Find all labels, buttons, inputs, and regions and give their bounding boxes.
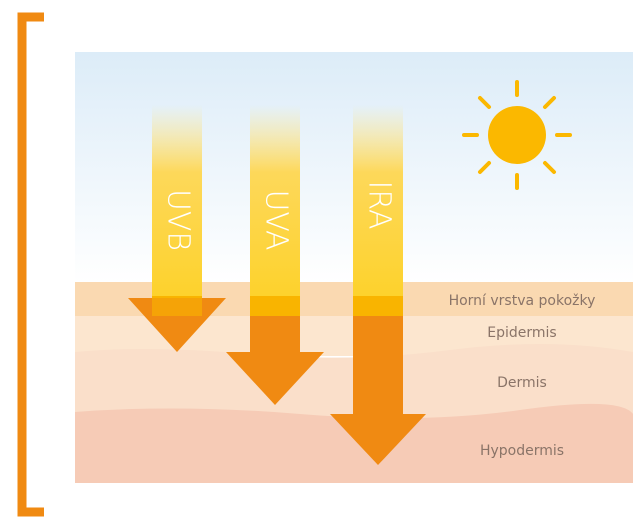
ray-label: IRA bbox=[362, 181, 397, 230]
diagram: UVB UVA IRA Horní vrstva pokožky Epiderm… bbox=[0, 0, 633, 517]
layer-label: Hypodermis bbox=[480, 443, 564, 459]
layer-label: Dermis bbox=[497, 375, 547, 391]
layer-label: Epidermis bbox=[487, 325, 556, 341]
layer-label: Horní vrstva pokožky bbox=[449, 293, 596, 309]
ray-label: UVB bbox=[161, 189, 196, 251]
ray-label: UVA bbox=[259, 189, 294, 250]
page: {"rays": [{"label": "UVB"}, {"label": "U… bbox=[0, 0, 633, 517]
bracket bbox=[22, 17, 44, 512]
